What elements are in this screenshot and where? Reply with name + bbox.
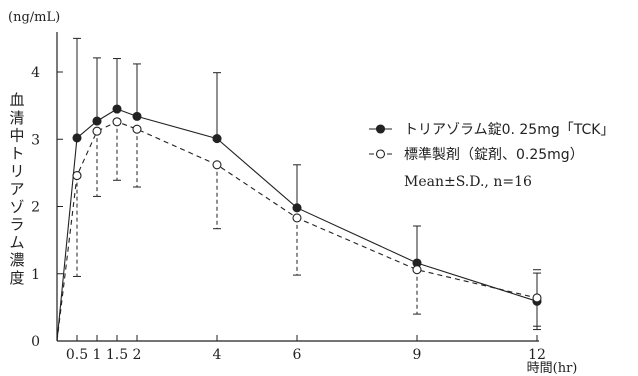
data-point — [92, 116, 102, 126]
y-tick-label: 2 — [31, 200, 40, 216]
data-point — [112, 117, 122, 127]
legend-marker-1 — [375, 124, 386, 134]
x-tick-label: 0.5 — [66, 347, 88, 363]
x-tick-label: 12 — [528, 347, 546, 363]
data-point — [112, 104, 122, 114]
data-point — [72, 133, 82, 143]
x-tick-label: 4 — [213, 347, 222, 363]
y-axis-title-text: 血清中トリアゾラム濃度 — [9, 91, 24, 287]
data-point — [532, 293, 542, 303]
series-2 — [56, 117, 542, 342]
x-tick-label: 1 — [93, 347, 102, 363]
data-point — [212, 134, 222, 144]
data-point — [412, 265, 422, 275]
y-axis-title: 血清中トリアゾラム濃度 — [9, 91, 24, 287]
legend: トリアゾラム錠0. 25mg「TCK」標準製剤（錠剤、0.25mg） Mean±S… — [369, 122, 614, 190]
y-tick-label: 4 — [31, 65, 40, 81]
data-point — [132, 111, 142, 121]
x-tick-label: 2 — [133, 347, 142, 363]
series-layer — [56, 37, 542, 342]
series-1 — [56, 37, 542, 342]
y-tick-label: 1 — [31, 267, 40, 283]
y-unit-label: (ng/mL) — [8, 10, 60, 25]
data-point — [292, 213, 302, 223]
data-point — [72, 171, 82, 181]
legend-note: Mean±S.D., n=16 — [404, 174, 532, 190]
legend-label-1: トリアゾラム錠0. 25mg「TCK」 — [404, 122, 614, 138]
legend-label-2: 標準製剤（錠剤、0.25mg） — [404, 147, 584, 163]
series-line — [56, 121, 538, 342]
x-tick-label: 9 — [413, 347, 422, 363]
x-tick-label: 1.5 — [106, 347, 128, 363]
legend-marker-2 — [375, 149, 386, 159]
x-tick-label: 6 — [293, 347, 302, 363]
x-axis-title: 時間(hr) — [527, 361, 578, 376]
data-point — [292, 203, 302, 213]
y-tick-label: 0 — [31, 334, 40, 350]
data-point — [132, 124, 142, 134]
y-tick-label: 3 — [31, 132, 40, 148]
data-point — [212, 160, 222, 170]
data-point — [92, 126, 102, 136]
